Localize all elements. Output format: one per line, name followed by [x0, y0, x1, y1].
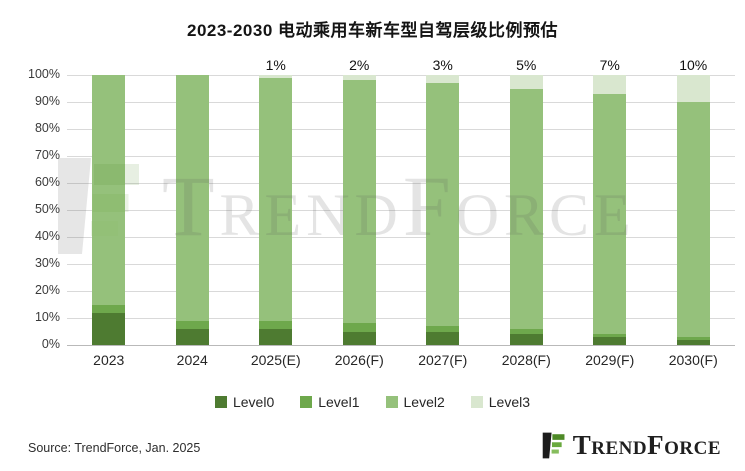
legend-label-level3: Level3	[488, 394, 531, 410]
bar-segment-level1-2027(F)	[426, 326, 460, 332]
x-axis-label-2023: 2023	[93, 352, 125, 368]
bar-segment-level1-2029(F)	[593, 334, 627, 337]
gridline-100%	[67, 75, 735, 76]
bar-segment-level1-2023	[92, 304, 126, 313]
x-axis-label-2027(F): 2027(F)	[418, 352, 468, 368]
bar-segment-level2-2024	[175, 75, 209, 321]
legend-item-level2: Level2	[385, 394, 445, 410]
source-note: Source: TrendForce, Jan. 2025	[28, 441, 201, 455]
x-axis-label-2024: 2024	[176, 352, 208, 368]
bar-segment-level1-2024	[175, 320, 209, 329]
bar-value-label-2027(F): 3%	[432, 57, 453, 73]
bar-segment-level0-2026(F)	[342, 331, 376, 345]
x-axis-label-2025(E): 2025(E)	[250, 352, 301, 368]
bar-value-label-2029(F): 7%	[599, 57, 620, 73]
bar-segment-level0-2025(E)	[259, 328, 293, 345]
x-axis-label-2026(F): 2026(F)	[334, 352, 384, 368]
legend-swatch-level0	[214, 396, 227, 408]
legend-swatch-level1	[300, 396, 313, 408]
gridline-90%	[67, 102, 735, 103]
bar-segment-level3-2029(F)	[593, 75, 627, 94]
bar-segment-level1-2028(F)	[509, 328, 543, 335]
y-axis-tick-10%: 10%	[34, 310, 60, 324]
y-axis-tick-0%: 0%	[41, 337, 60, 351]
legend-item-level3: Level3	[470, 394, 531, 410]
legend-label-level0: Level0	[232, 394, 275, 410]
gridline-10%	[67, 318, 735, 319]
bar-segment-level1-2030(F)	[676, 336, 710, 340]
legend-swatch-level2	[385, 396, 398, 408]
bar-segment-level0-2023	[92, 312, 126, 345]
bar-segment-level0-2029(F)	[593, 336, 627, 345]
bar-segment-level3-2027(F)	[426, 75, 460, 84]
gridline-60%	[67, 183, 735, 184]
y-axis-tick-50%: 50%	[34, 202, 60, 216]
bar-segment-level2-2025(E)	[259, 77, 293, 321]
gridline-30%	[67, 264, 735, 265]
chart-legend: Level0 Level1 Level2 Level3	[0, 394, 745, 410]
y-axis-tick-60%: 60%	[34, 175, 60, 189]
y-axis-tick-80%: 80%	[34, 121, 60, 135]
bar-segment-level3-2026(F)	[342, 75, 376, 81]
legend-label-level2: Level2	[403, 394, 445, 410]
bar-segment-level2-2028(F)	[509, 88, 543, 329]
y-axis-tick-40%: 40%	[34, 229, 60, 243]
x-axis-label-2028(F): 2028(F)	[501, 352, 551, 368]
bar-segment-level2-2023	[92, 75, 126, 305]
y-axis-tick-30%: 30%	[34, 256, 60, 270]
gridline-40%	[67, 237, 735, 238]
bar-segment-level2-2027(F)	[426, 83, 460, 327]
trendforce-brand: TrendForce	[541, 431, 721, 460]
legend-item-level0: Level0	[214, 394, 275, 410]
legend-label-level1: Level1	[318, 394, 360, 410]
bar-segment-level0-2027(F)	[426, 331, 460, 345]
bar-segment-level2-2030(F)	[676, 102, 710, 337]
trendforce-logo-icon	[542, 432, 565, 459]
bar-segment-level1-2025(E)	[259, 320, 293, 329]
bar-value-label-2030(F): 10%	[679, 57, 708, 73]
bar-segment-level3-2028(F)	[509, 75, 543, 89]
bar-value-label-2025(E): 1%	[265, 57, 286, 73]
gridline-80%	[67, 129, 735, 130]
bar-segment-level0-2024	[175, 328, 209, 345]
bar-segment-level0-2030(F)	[676, 339, 710, 345]
bar-segment-level3-2025(E)	[259, 75, 293, 78]
brand-text: TrendForce	[572, 430, 721, 460]
bar-segment-level2-2026(F)	[342, 80, 376, 324]
bar-segment-level0-2028(F)	[509, 334, 543, 345]
x-axis-label-2030(F): 2030(F)	[668, 352, 718, 368]
bar-value-label-2026(F): 2%	[349, 57, 370, 73]
legend-item-level1: Level1	[300, 394, 360, 410]
x-axis-label-2029(F): 2029(F)	[585, 352, 635, 368]
y-axis-tick-100%: 100%	[28, 67, 60, 81]
plot-area: 0% 10% 20% 30% 40% 50% 60% 70% 80% 90% 100% 1% 2% 3% 5…	[0, 57, 745, 351]
y-axis-tick-70%: 70%	[34, 148, 60, 162]
chart-title: 2023-2030 电动乘用车新车型自驾层级比例预估	[186, 21, 559, 40]
gridline-20%	[67, 291, 735, 292]
bar-value-label-2028(F): 5%	[516, 57, 537, 73]
gridline-50%	[67, 210, 735, 211]
y-axis-tick-20%: 20%	[34, 283, 60, 297]
y-axis-tick-90%: 90%	[34, 94, 60, 108]
gridline-0%	[67, 345, 735, 346]
bar-segment-level3-2030(F)	[676, 75, 710, 102]
bar-segment-level2-2029(F)	[593, 93, 627, 335]
legend-swatch-level3	[470, 396, 483, 408]
gridline-70%	[67, 156, 735, 157]
bar-segment-level1-2026(F)	[342, 323, 376, 332]
